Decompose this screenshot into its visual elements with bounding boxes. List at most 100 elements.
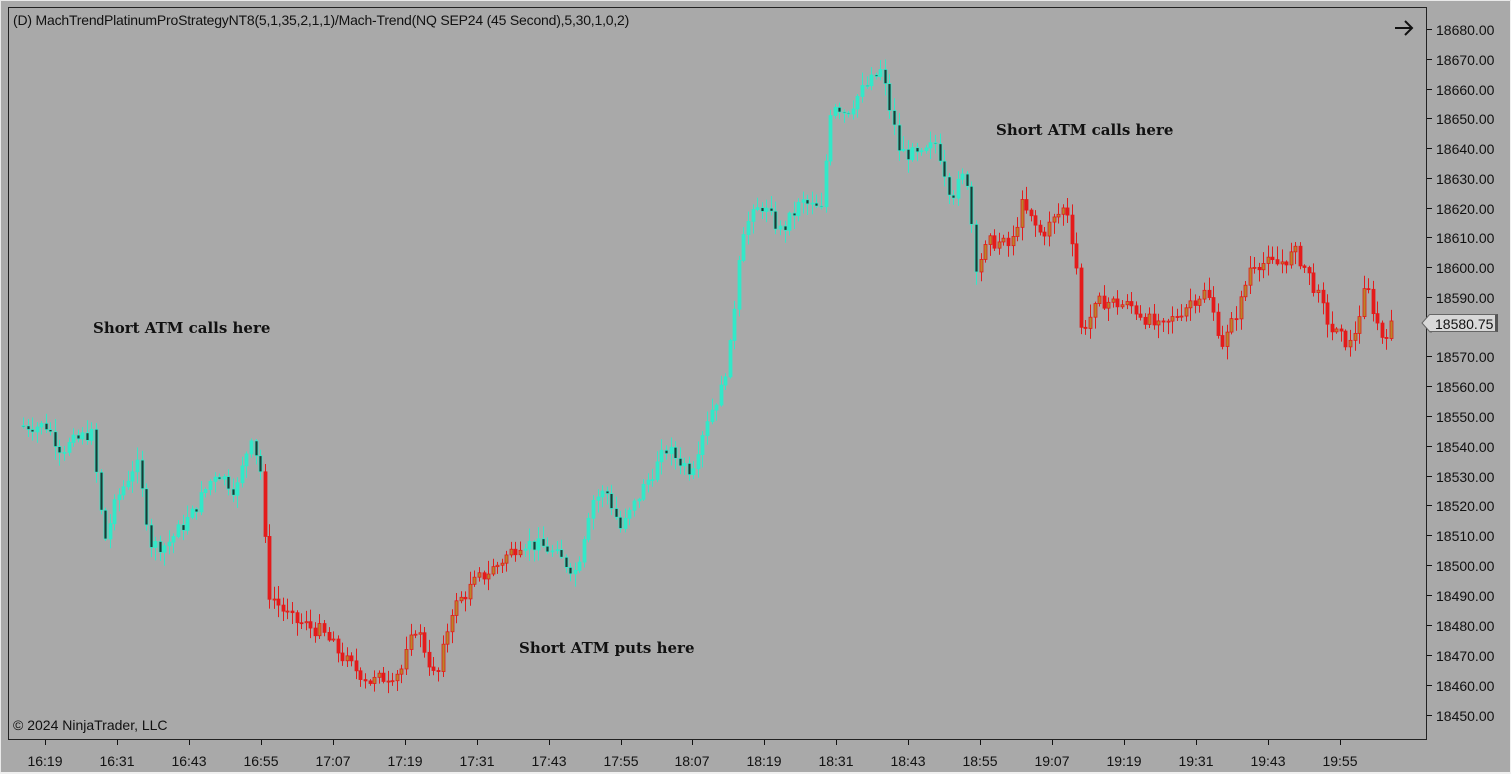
price-tick: 18470.00 xyxy=(1427,648,1511,664)
candle xyxy=(1184,303,1189,322)
candle xyxy=(94,423,99,483)
price-tick-label: 18570.00 xyxy=(1436,349,1495,365)
candle xyxy=(491,558,496,577)
candle xyxy=(194,507,199,520)
candle xyxy=(1298,242,1303,270)
candle xyxy=(185,505,190,535)
candle xyxy=(459,591,464,604)
price-pointer-icon xyxy=(1421,314,1432,333)
candle xyxy=(714,403,719,421)
candle xyxy=(924,144,929,154)
candle xyxy=(1061,204,1066,226)
time-tick: 17:31 xyxy=(447,740,507,774)
candle xyxy=(641,479,646,502)
price-tick-label: 18620.00 xyxy=(1436,201,1495,217)
candle xyxy=(144,483,149,531)
candle xyxy=(819,192,824,210)
candle xyxy=(737,255,742,317)
tick-mark xyxy=(1340,740,1341,745)
candle xyxy=(728,338,733,379)
price-axis[interactable]: 18680.00 18670.00 18660.00 18650.00 18640.00… xyxy=(1427,1,1511,774)
candle xyxy=(281,597,286,622)
time-tick-label: 16:31 xyxy=(99,753,135,769)
candle xyxy=(1348,329,1353,357)
time-axis[interactable]: 16:19 16:31 16:43 16:55 17:07 17:19 17:31 17:43… xyxy=(1,740,1427,774)
candle xyxy=(199,481,204,516)
candle xyxy=(1362,275,1367,320)
candle xyxy=(618,510,623,533)
candle xyxy=(559,539,564,559)
tick-mark xyxy=(1124,740,1125,745)
candle xyxy=(409,623,414,656)
price-tick: 18480.00 xyxy=(1427,618,1511,634)
time-tick: 19:55 xyxy=(1310,740,1370,774)
candle xyxy=(1375,301,1380,331)
candle xyxy=(368,679,373,686)
candle xyxy=(573,562,578,587)
candle xyxy=(1389,309,1394,341)
time-tick: 18:07 xyxy=(662,740,722,774)
candle xyxy=(545,537,550,555)
candle xyxy=(650,468,655,487)
tick-mark xyxy=(764,740,765,745)
time-tick-label: 19:31 xyxy=(1178,753,1214,769)
candle xyxy=(176,520,181,539)
candle xyxy=(35,422,40,443)
candle xyxy=(1097,292,1102,307)
candle xyxy=(103,507,108,542)
candle xyxy=(482,570,487,585)
price-tick-label: 18460.00 xyxy=(1436,678,1495,694)
tick-mark xyxy=(405,740,406,745)
candle xyxy=(983,240,988,263)
scroll-to-end-button[interactable] xyxy=(1391,15,1417,41)
candle xyxy=(669,437,674,466)
candle xyxy=(386,670,391,694)
tick-mark xyxy=(1196,740,1197,745)
candle xyxy=(463,591,468,612)
candle xyxy=(1266,245,1271,276)
price-tick: 18680.00 xyxy=(1427,22,1511,38)
candle xyxy=(290,602,295,625)
candle xyxy=(472,570,477,587)
time-tick-label: 18:19 xyxy=(746,753,782,769)
tick-mark xyxy=(549,740,550,745)
candle xyxy=(623,508,628,533)
candle xyxy=(700,431,705,468)
candle xyxy=(135,447,140,484)
candle xyxy=(746,211,751,245)
copyright-text: © 2024 NinjaTrader, LLC xyxy=(13,717,168,733)
tick-mark xyxy=(1427,178,1432,179)
price-tick-label: 18530.00 xyxy=(1436,469,1495,485)
candle xyxy=(928,131,933,159)
candlestick-series[interactable] xyxy=(1,1,1427,740)
arrow-right-icon xyxy=(1395,20,1414,36)
price-tick: 18550.00 xyxy=(1427,409,1511,425)
price-tick: 18570.00 xyxy=(1427,349,1511,365)
price-tick: 18630.00 xyxy=(1427,171,1511,187)
candle xyxy=(226,469,231,496)
candle xyxy=(933,134,938,154)
candle xyxy=(938,133,943,165)
candle xyxy=(988,233,993,256)
tick-mark xyxy=(1427,148,1432,149)
candle xyxy=(162,543,167,566)
candle xyxy=(249,438,254,458)
time-tick-label: 18:31 xyxy=(818,753,854,769)
candle xyxy=(285,598,290,620)
price-tick: 18540.00 xyxy=(1427,439,1511,455)
candle xyxy=(495,561,500,574)
candle xyxy=(1143,313,1148,330)
tick-mark xyxy=(261,740,262,745)
candle xyxy=(1074,232,1079,275)
candle xyxy=(696,441,701,478)
candle xyxy=(1166,318,1171,335)
candle xyxy=(778,220,783,236)
candle xyxy=(596,489,601,513)
chart-panel[interactable] xyxy=(8,7,1427,740)
candle xyxy=(422,627,427,658)
tick-mark xyxy=(1427,505,1432,506)
candle xyxy=(1129,291,1134,314)
candle xyxy=(1179,304,1184,322)
price-tick-label: 18470.00 xyxy=(1436,648,1495,664)
